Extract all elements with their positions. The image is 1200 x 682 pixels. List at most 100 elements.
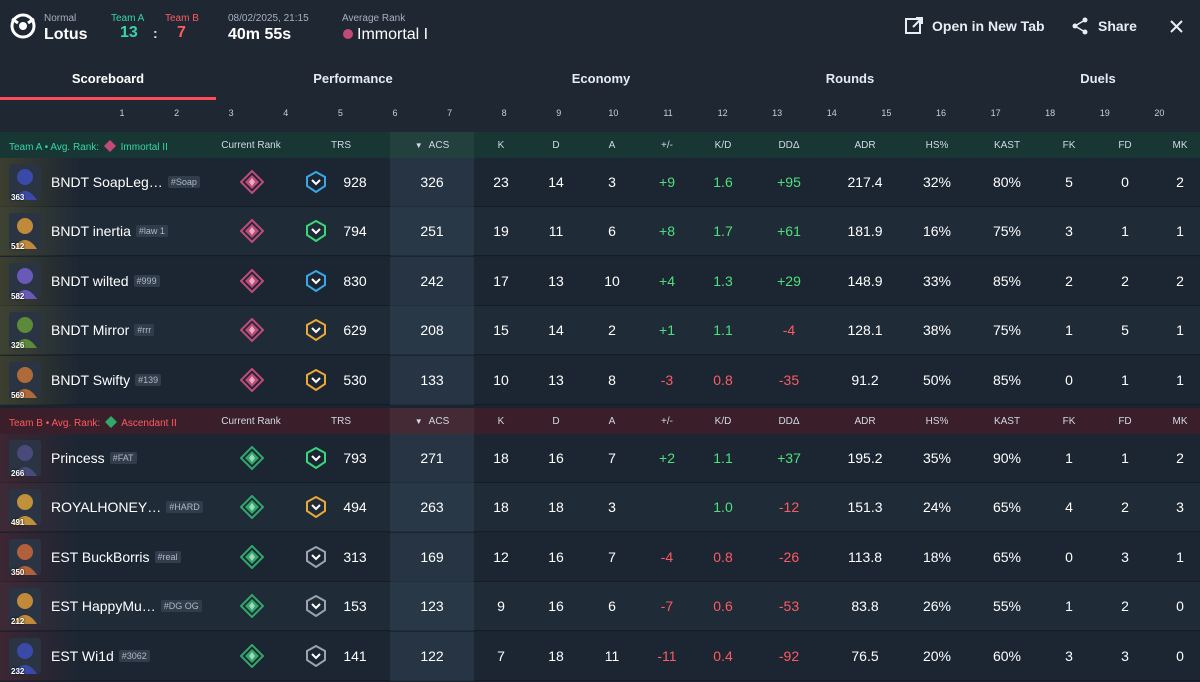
col-kast[interactable]: KAST: [993, 416, 1021, 427]
ascendant-rank-icon: [240, 495, 264, 520]
team-a-title: Team A • Avg. Rank: Immortal II: [9, 140, 168, 153]
tab-scoreboard[interactable]: Scoreboard: [71, 70, 145, 86]
trs-tier-icon: [306, 595, 326, 618]
round-number: 15: [881, 108, 892, 118]
player-name-block[interactable]: BNDT Swifty #139: [51, 372, 162, 388]
close-icon[interactable]: [1169, 19, 1184, 34]
col-plus-minus[interactable]: +/-: [661, 140, 673, 151]
kast-value: 90%: [992, 450, 1022, 466]
hs-percent-value: 32%: [922, 174, 952, 190]
app-logo-icon[interactable]: [10, 13, 36, 39]
acs-column-highlight: [390, 483, 474, 533]
player-tag: #HARD: [166, 501, 203, 514]
kast-value: 80%: [992, 174, 1022, 190]
tab-duels[interactable]: Duels: [1080, 70, 1116, 86]
open-new-tab-button[interactable]: Open in New Tab: [904, 16, 1045, 36]
acs-column-highlight: [390, 132, 474, 158]
col-dd[interactable]: DDΔ: [778, 140, 800, 151]
col-hs[interactable]: HS%: [925, 140, 949, 151]
col-acs[interactable]: ▼ ACS: [415, 140, 449, 151]
hs-percent-value: 16%: [922, 223, 952, 240]
col-mk[interactable]: MK: [1172, 140, 1188, 151]
col-k[interactable]: K: [497, 416, 505, 427]
player-name-block[interactable]: EST Wi1d #3062: [51, 648, 150, 664]
share-button[interactable]: Share: [1070, 16, 1137, 36]
adr-value: 148.9: [847, 272, 883, 289]
player-row[interactable]: 350 EST BuckBorris #real 313 169 12 16 7 -4 0.8 -2…: [0, 532, 1200, 582]
trs-tier-icon: [306, 644, 326, 667]
kast-value: 75%: [992, 223, 1022, 240]
player-row[interactable]: 363 BNDT SoapLeg… #Soap 928 326 23 14 3 +9 1.6 +95…: [0, 158, 1200, 207]
col-kast[interactable]: KAST: [993, 140, 1021, 151]
acs-value: 263: [420, 499, 444, 516]
player-name: EST BuckBorris: [51, 548, 150, 565]
col-fk[interactable]: FK: [1062, 416, 1076, 427]
player-name-block[interactable]: BNDT wilted #999: [51, 273, 160, 289]
col-fd[interactable]: FD: [1118, 416, 1132, 427]
player-name-block[interactable]: BNDT SoapLeg… #Soap: [51, 174, 200, 190]
trs-value: 494: [343, 499, 367, 516]
kd-value: 1.6: [713, 174, 733, 190]
player-tag: #3062: [118, 649, 150, 662]
player-row[interactable]: 326 BNDT Mirror #rrr 629 208 15 14 2 +1 1.1 -4 128.…: [0, 306, 1200, 356]
col-k[interactable]: K: [497, 140, 505, 151]
player-name-block[interactable]: Princess #FAT: [51, 450, 137, 466]
tab-rounds[interactable]: Rounds: [825, 70, 875, 86]
col-a[interactable]: A: [608, 416, 616, 427]
plus-minus-value: -11: [657, 647, 677, 664]
col-fk[interactable]: FK: [1062, 140, 1076, 151]
col-d[interactable]: D: [552, 140, 560, 151]
player-row[interactable]: 232 EST Wi1d #3062 141 122 7 18 11 -11 0.4 -92 76.5…: [0, 631, 1200, 681]
kills-value: 15: [493, 322, 509, 339]
first-kills-value: 1: [1065, 598, 1073, 615]
col-kd[interactable]: K/D: [714, 140, 732, 151]
col-trs[interactable]: TRS: [331, 416, 351, 427]
col-adr[interactable]: ADR: [854, 416, 876, 427]
kast-value: 85%: [992, 371, 1022, 388]
tab-performance[interactable]: Performance: [313, 70, 393, 86]
agent-avatar: [9, 440, 41, 476]
deaths-value: 11: [548, 223, 564, 240]
col-d[interactable]: D: [552, 416, 560, 427]
col-a[interactable]: A: [608, 140, 616, 151]
tab-economy[interactable]: Economy: [571, 70, 631, 86]
col-adr[interactable]: ADR: [854, 140, 876, 151]
player-name-block[interactable]: EST BuckBorris #real: [51, 549, 181, 565]
immortal-rank-icon: [103, 140, 116, 152]
col-trs[interactable]: TRS: [331, 140, 351, 151]
player-row[interactable]: 266 Princess #FAT 793 271 18 16 7 +2 1.1 +37 195.2 3…: [0, 434, 1200, 483]
col-kd[interactable]: K/D: [714, 416, 732, 427]
col-hs[interactable]: HS%: [925, 416, 949, 427]
player-level: 512: [11, 242, 25, 252]
dd-delta-value: -4: [782, 322, 796, 339]
player-level: 363: [11, 193, 25, 202]
round-number: 5: [337, 108, 343, 118]
trs-tier-icon: [306, 545, 326, 568]
adr-value: 181.9: [847, 223, 883, 240]
col-current-rank: Current Rank: [221, 140, 281, 151]
kd-value: 1.3: [713, 272, 733, 289]
col-dd[interactable]: DDΔ: [778, 416, 800, 427]
player-row[interactable]: 582 BNDT wilted #999 830 242 17 13 10 +4 1.3 +29 14…: [0, 256, 1200, 306]
team-a-avg-rank: Immortal II: [120, 142, 168, 153]
player-name: Princess: [51, 450, 105, 466]
player-name-block[interactable]: EST HappyMu… #DG OG: [51, 598, 202, 614]
player-row[interactable]: 569 BNDT Swifty #139 530 133 10 13 8 -3 0.8 -35 91.…: [0, 355, 1200, 405]
player-level: 491: [11, 518, 25, 528]
player-name-block[interactable]: BNDT Mirror #rrr: [51, 322, 155, 338]
player-row[interactable]: 491 ROYALHONEY… #HARD 494 263 18 18 3 1.0 -12 151.…: [0, 483, 1200, 533]
agent-portrait-icon: [9, 538, 41, 575]
agent-portrait-icon: [9, 164, 41, 200]
player-name-block[interactable]: BNDT inertia #law 1: [51, 223, 168, 239]
hs-percent-value: 24%: [922, 499, 952, 516]
player-name-block[interactable]: ROYALHONEY… #HARD: [51, 499, 203, 515]
col-mk[interactable]: MK: [1172, 416, 1188, 427]
assists-value: 6: [608, 598, 616, 615]
col-fd[interactable]: FD: [1118, 140, 1132, 151]
col-plus-minus[interactable]: +/-: [661, 416, 673, 427]
player-row[interactable]: 512 BNDT inertia #law 1 794 251 19 11 6 +8 1.7 +61…: [0, 207, 1200, 257]
round-number: 11: [663, 108, 673, 118]
multi-kills-value: 2: [1176, 272, 1184, 289]
player-row[interactable]: 212 EST HappyMu… #DG OG 153 123 9 16 6 -7 0.6 -53 8…: [0, 582, 1200, 632]
col-acs[interactable]: ▼ ACS: [415, 416, 449, 427]
